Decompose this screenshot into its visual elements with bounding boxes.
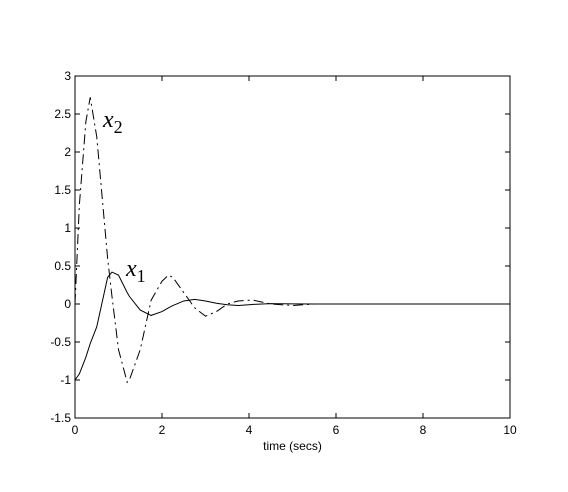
annotation-text: x [102, 107, 114, 133]
y-tick-label: -0.5 [50, 335, 71, 349]
x-tick-label: 10 [503, 423, 517, 437]
y-tick-label: 2.5 [54, 107, 71, 121]
x-axis-label: time (secs) [263, 439, 322, 453]
annotation-text: x [125, 256, 137, 282]
x-tick-label: 8 [420, 423, 427, 437]
plot-frame [74, 75, 511, 419]
annotation: x2 [102, 107, 123, 137]
x-tick-label: 6 [333, 423, 340, 437]
x-tick-label: 4 [246, 423, 253, 437]
y-tick-label: -1.5 [50, 411, 71, 425]
y-tick-label: 0.5 [54, 259, 71, 273]
y-tick-label: -1 [60, 373, 71, 387]
x-tick-label: 2 [159, 423, 166, 437]
y-tick-label: 1.5 [54, 183, 71, 197]
x-tick-label: 0 [72, 423, 79, 437]
y-tick-label: 2 [64, 145, 71, 159]
annotation: x1 [125, 256, 146, 286]
y-tick-label: 3 [64, 69, 71, 83]
y-tick-label: 1 [64, 221, 71, 235]
series-line [74, 97, 510, 384]
annotation-subscript: 2 [114, 117, 123, 137]
y-tick-label: 0 [64, 297, 71, 311]
annotation-subscript: 1 [137, 266, 146, 286]
